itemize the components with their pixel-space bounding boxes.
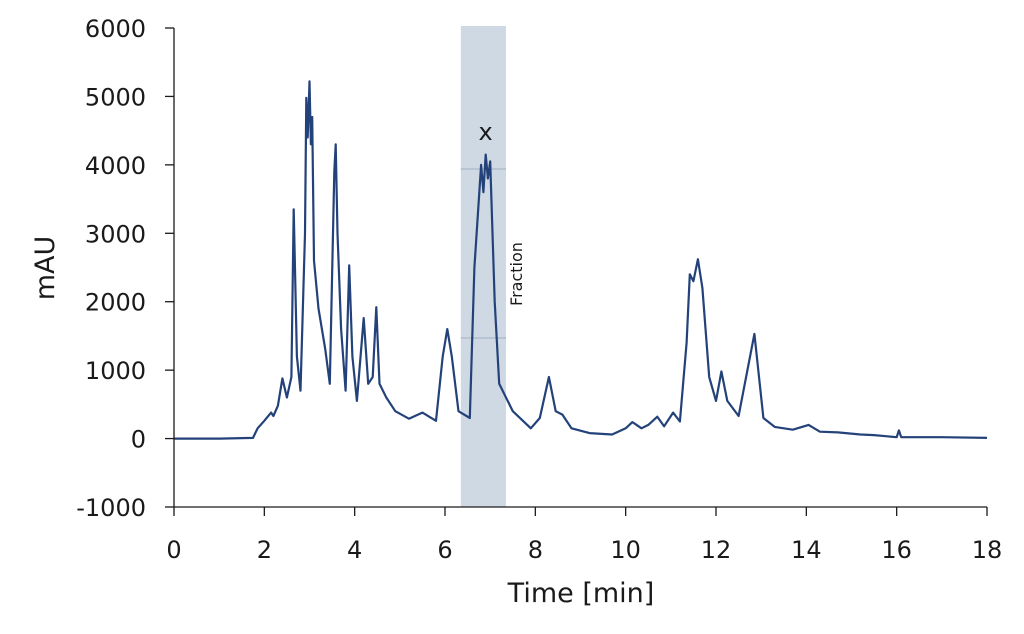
x-tick-label: 4 — [347, 536, 362, 564]
x-tick-label: 12 — [701, 536, 732, 564]
x-tick-label: 8 — [528, 536, 543, 564]
y-tick-label: 5000 — [85, 83, 146, 111]
fraction-shaded-region — [460, 26, 506, 507]
x-tick-label: 6 — [437, 536, 452, 564]
x-axis-title: Time [min] — [507, 578, 655, 609]
y-tick-label: 0 — [131, 426, 146, 454]
x-tick-label: 0 — [166, 536, 181, 564]
x-tick-label: 16 — [881, 536, 912, 564]
x-tick-label: 14 — [791, 536, 822, 564]
y-tick-label: 4000 — [85, 152, 146, 180]
x-tick-label: 18 — [972, 536, 1003, 564]
chromatogram-trace — [174, 80, 988, 440]
y-tick-label: 1000 — [85, 357, 146, 385]
y-tick-label: 2000 — [85, 289, 146, 317]
y-axis-title: mAU — [30, 236, 61, 301]
fraction-label: Fraction — [507, 242, 526, 306]
y-tick-label: 3000 — [85, 220, 146, 248]
y-tick-label: -1000 — [76, 494, 146, 522]
x-tick-label: 2 — [257, 536, 272, 564]
y-tick-label: 6000 — [85, 15, 146, 43]
x-tick-label: 10 — [610, 536, 641, 564]
peak-marker-x: x — [479, 118, 493, 146]
tick-labels: -1000 0 1000 2000 3000 4000 5000 6000 0 2 4 6 8 10 12 1… — [76, 15, 1002, 564]
axes — [165, 27, 988, 516]
